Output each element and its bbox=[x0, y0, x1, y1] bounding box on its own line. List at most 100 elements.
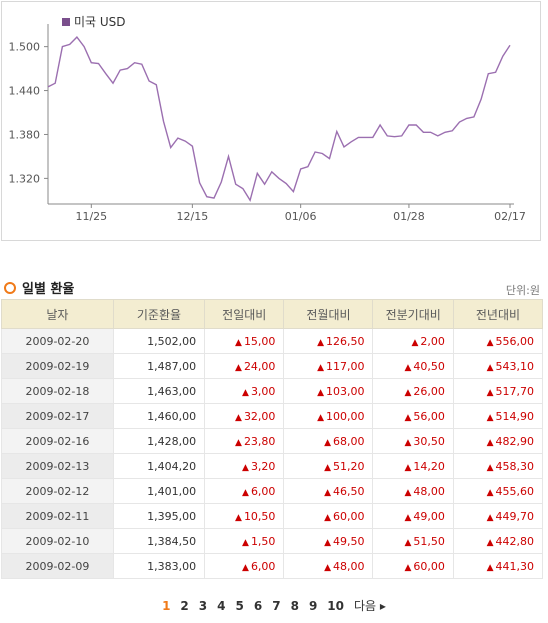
up-arrow-icon: ▲ bbox=[235, 437, 242, 448]
table-row: 2009-02-18 1,463,00 ▲ 3,00 ▲ 103,00 ▲ 26,00 ▲ 517… bbox=[1, 378, 544, 404]
column-header: 기준환율 bbox=[112, 299, 206, 329]
date-cell: 2009-02-09 bbox=[1, 553, 114, 579]
change-cell: ▲ 103,00 bbox=[283, 378, 374, 404]
table-row: 2009-02-12 1,401,00 ▲ 6,00 ▲ 46,50 ▲ 48,00 ▲ 455,… bbox=[1, 478, 544, 504]
change-value: 48,00 bbox=[332, 559, 365, 573]
page-link-3[interactable]: 3 bbox=[198, 599, 208, 613]
base-rate-cell: 1,463,00 bbox=[112, 378, 206, 404]
change-value: 56,00 bbox=[413, 409, 445, 423]
up-arrow-icon: ▲ bbox=[317, 412, 324, 423]
table-row: 2009-02-20 1,502,00 ▲ 15,00 ▲ 126,50 ▲ 2,00 ▲ 556… bbox=[1, 328, 544, 354]
table-header-row: 날자 기준환율 전일대비 전월대비 전분기대비 전년대비 bbox=[1, 299, 544, 329]
up-arrow-icon: ▲ bbox=[242, 562, 249, 573]
up-arrow-icon: ▲ bbox=[486, 562, 494, 573]
change-cell: ▲ 48,00 bbox=[283, 553, 374, 579]
change-value: 103,00 bbox=[325, 384, 365, 398]
change-cell: ▲ 24,00 bbox=[204, 353, 285, 379]
date-cell: 2009-02-18 bbox=[1, 378, 114, 404]
up-arrow-icon: ▲ bbox=[317, 337, 324, 348]
page-link-5[interactable]: 5 bbox=[235, 599, 244, 613]
up-arrow-icon: ▲ bbox=[242, 487, 249, 498]
change-cell: ▲ 60,00 bbox=[372, 553, 454, 579]
change-value: 3,00 bbox=[250, 384, 276, 398]
change-value: 68,00 bbox=[332, 434, 365, 448]
base-rate-cell: 1,460,00 bbox=[112, 403, 206, 429]
page-link-6[interactable]: 6 bbox=[253, 599, 263, 613]
change-value: 49,50 bbox=[332, 534, 365, 548]
up-arrow-icon: ▲ bbox=[235, 337, 242, 348]
change-cell: ▲ 126,50 bbox=[283, 328, 374, 354]
up-arrow-icon: ▲ bbox=[486, 337, 494, 348]
up-arrow-icon: ▲ bbox=[317, 387, 324, 398]
change-value: 46,50 bbox=[332, 484, 365, 498]
change-cell: ▲ 455,60 bbox=[452, 478, 544, 504]
up-arrow-icon: ▲ bbox=[486, 387, 494, 398]
up-arrow-icon: ▲ bbox=[235, 362, 242, 373]
base-rate-cell: 1,383,00 bbox=[112, 553, 206, 579]
change-cell: ▲ 46,50 bbox=[283, 478, 374, 504]
up-arrow-icon: ▲ bbox=[324, 437, 331, 448]
change-value: 441,30 bbox=[495, 559, 535, 573]
up-arrow-icon: ▲ bbox=[404, 437, 412, 448]
change-value: 6,00 bbox=[250, 559, 276, 573]
change-cell: ▲ 556,00 bbox=[452, 328, 544, 354]
change-cell: ▲ 517,70 bbox=[452, 378, 544, 404]
x-tick-label: 01/28 bbox=[393, 210, 425, 223]
x-tick-label: 02/17 bbox=[494, 210, 526, 223]
up-arrow-icon: ▲ bbox=[404, 362, 412, 373]
page-link-1[interactable]: 1 bbox=[162, 599, 171, 613]
change-cell: ▲ 23,80 bbox=[204, 428, 285, 454]
change-cell: ▲ 10,50 bbox=[204, 503, 285, 529]
unit-label: 단위:원 bbox=[505, 284, 540, 297]
up-arrow-icon: ▲ bbox=[486, 437, 494, 448]
date-cell: 2009-02-12 bbox=[1, 478, 114, 504]
change-value: 556,00 bbox=[495, 334, 535, 348]
y-tick-label: 1.440 bbox=[9, 85, 41, 98]
legend-swatch bbox=[62, 17, 70, 26]
up-arrow-icon: ▲ bbox=[324, 537, 331, 548]
legend-label: 미국 USD bbox=[74, 15, 126, 29]
up-arrow-icon: ▲ bbox=[242, 537, 249, 548]
date-cell: 2009-02-11 bbox=[1, 503, 114, 529]
change-value: 2,00 bbox=[420, 334, 445, 348]
change-value: 3,20 bbox=[250, 459, 276, 473]
next-page-link[interactable]: 다음 ▸ bbox=[354, 599, 386, 613]
change-cell: ▲ 6,00 bbox=[204, 553, 285, 579]
change-cell: ▲ 26,00 bbox=[372, 378, 454, 404]
change-cell: ▲ 3,00 bbox=[204, 378, 285, 404]
up-arrow-icon: ▲ bbox=[242, 462, 249, 473]
page-link-10[interactable]: 10 bbox=[327, 599, 344, 613]
change-cell: ▲ 40,50 bbox=[372, 353, 454, 379]
change-cell: ▲ 117,00 bbox=[283, 353, 374, 379]
base-rate-cell: 1,401,00 bbox=[112, 478, 206, 504]
change-cell: ▲ 60,00 bbox=[283, 503, 374, 529]
change-value: 24,00 bbox=[243, 359, 276, 373]
chart-legend: 미국 USD bbox=[62, 13, 126, 30]
up-arrow-icon: ▲ bbox=[324, 512, 331, 523]
up-arrow-icon: ▲ bbox=[324, 462, 331, 473]
base-rate-cell: 1,395,00 bbox=[112, 503, 206, 529]
x-tick-label: 12/15 bbox=[177, 210, 209, 223]
daily-rate-table: 날자 기준환율 전일대비 전월대비 전분기대비 전년대비 2009-02-20 1,502,… bbox=[1, 299, 544, 579]
change-value: 40,50 bbox=[413, 359, 445, 373]
change-cell: ▲ 51,50 bbox=[372, 528, 454, 554]
table-row: 2009-02-10 1,384,50 ▲ 1,50 ▲ 49,50 ▲ 51,50 ▲ 442,… bbox=[1, 528, 544, 554]
change-cell: ▲ 482,90 bbox=[452, 428, 544, 454]
change-value: 32,00 bbox=[243, 409, 276, 423]
page-link-7[interactable]: 7 bbox=[272, 599, 281, 613]
change-value: 23,80 bbox=[243, 434, 276, 448]
up-arrow-icon: ▲ bbox=[404, 387, 412, 398]
change-value: 51,50 bbox=[413, 534, 445, 548]
change-cell: ▲ 56,00 bbox=[372, 403, 454, 429]
change-cell: ▲ 48,00 bbox=[372, 478, 454, 504]
base-rate-cell: 1,428,00 bbox=[112, 428, 206, 454]
base-rate-cell: 1,487,00 bbox=[112, 353, 206, 379]
page-link-9[interactable]: 9 bbox=[308, 599, 318, 613]
page-link-8[interactable]: 8 bbox=[290, 599, 299, 613]
page-link-4[interactable]: 4 bbox=[217, 599, 226, 613]
change-value: 117,00 bbox=[325, 359, 365, 373]
up-arrow-icon: ▲ bbox=[404, 462, 412, 473]
page-link-2[interactable]: 2 bbox=[180, 599, 189, 613]
up-arrow-icon: ▲ bbox=[404, 562, 412, 573]
change-value: 15,00 bbox=[243, 334, 276, 348]
